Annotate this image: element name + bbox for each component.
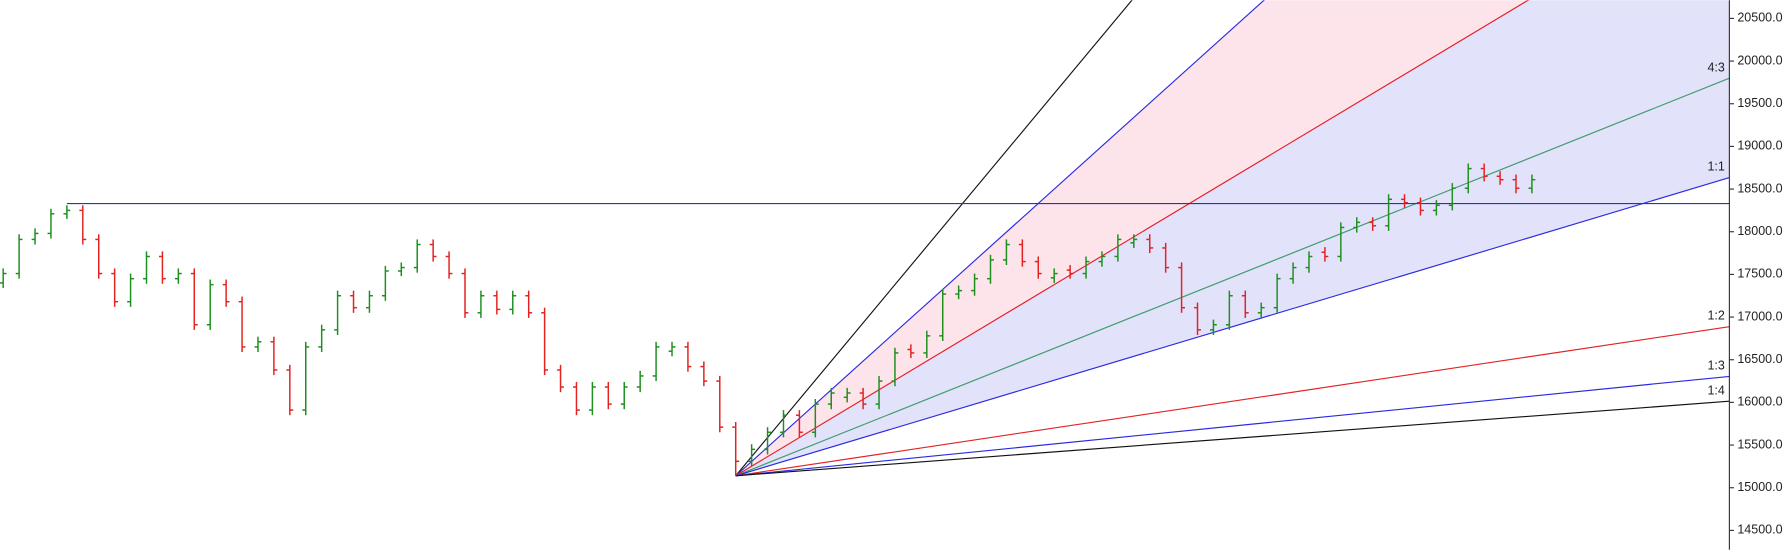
y-tick-label: 15000.0 (1737, 480, 1782, 494)
fan-label: 4:3 (1707, 60, 1724, 74)
y-tick-label: 14500.0 (1737, 523, 1782, 537)
fan-label: 1:2 (1707, 309, 1724, 323)
fan-ray (735, 0, 1265, 477)
fan-label: 1:3 (1707, 358, 1724, 372)
fan-label: 1:4 (1707, 383, 1724, 397)
y-tick-label: 16500.0 (1737, 352, 1782, 366)
y-tick-label: 17500.0 (1737, 267, 1782, 281)
y-tick-label: 20000.0 (1737, 53, 1782, 67)
fan-ray (735, 326, 1730, 477)
y-tick-label: 15500.0 (1737, 437, 1782, 451)
fan-label: 1:1 (1707, 160, 1724, 174)
fan-ray (735, 177, 1730, 477)
fan-band (735, 0, 1730, 476)
fan-ray (735, 0, 1133, 477)
price-axis: 20500.0 20000.0 19500.0 19000.0 18500.0 18000… (1728, 0, 1783, 550)
fan-ray (735, 77, 1730, 477)
y-tick-label: 18500.0 (1737, 181, 1782, 195)
fan-ray (735, 400, 1730, 477)
fan-ray (735, 0, 1530, 477)
y-tick-label: 16000.0 (1737, 395, 1782, 409)
y-tick-label: 18000.0 (1737, 224, 1782, 238)
y-tick-label: 19500.0 (1737, 96, 1782, 110)
fan-ray (735, 375, 1730, 477)
y-tick-label: 20500.0 (1737, 11, 1782, 25)
plot-area (0, 0, 1730, 477)
y-tick-label: 17000.0 (1737, 309, 1782, 323)
y-tick-label: 19000.0 (1737, 139, 1782, 153)
